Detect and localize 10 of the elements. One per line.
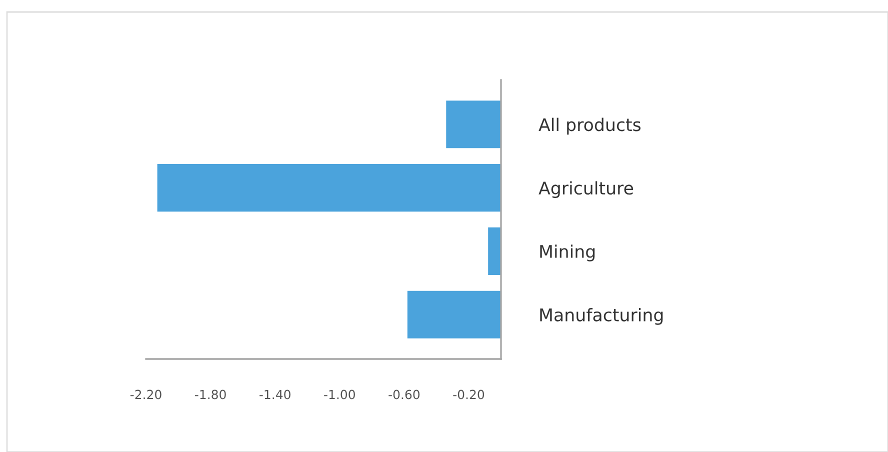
y-tick-label: Manufacturing [540,308,663,325]
x-tick-label: -1.80 [194,390,226,400]
x-tick-label: -0.20 [453,390,484,400]
x-tick-label: -1.00 [324,390,355,400]
y-tick-label: All products [538,118,641,135]
x-tick-label: -0.60 [388,390,420,400]
x-tick-label: -1.40 [260,390,290,400]
y-tick-label: Mining [540,244,595,262]
y-tick-label: Agriculture [538,181,634,198]
x-tick-label: -2.20 [130,390,162,400]
